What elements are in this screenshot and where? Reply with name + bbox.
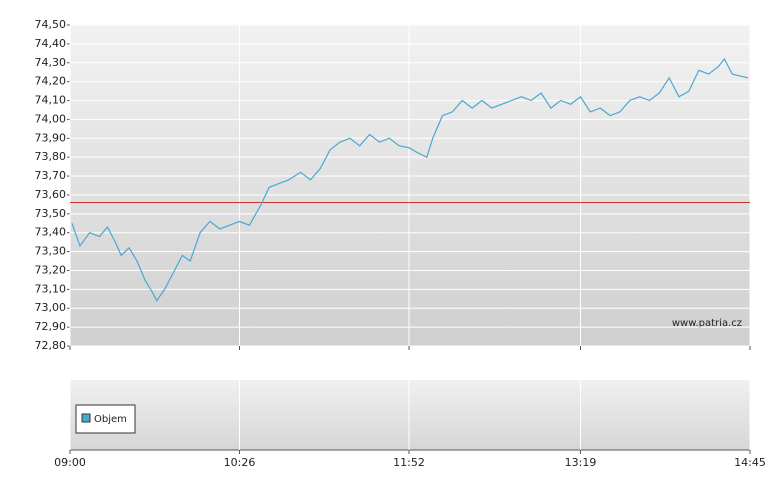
- y-tick-label: 72,90: [35, 320, 67, 333]
- legend-swatch: [81, 413, 91, 423]
- y-tick-label: 73,60: [35, 188, 67, 201]
- volume-area: [70, 380, 750, 450]
- y-tick-label: 73,30: [35, 245, 67, 258]
- x-tick-label: 14:45: [734, 456, 766, 469]
- y-tick-label: 74,20: [35, 75, 67, 88]
- legend-label: Objem: [94, 414, 127, 425]
- plot-area: [70, 25, 750, 346]
- y-tick-label: 74,50: [35, 18, 67, 31]
- y-tick-label: 73,50: [35, 207, 67, 220]
- x-tick-label: 10:26: [224, 456, 256, 469]
- y-tick-label: 73,90: [35, 131, 67, 144]
- y-tick-label: 73,70: [35, 169, 67, 182]
- y-tick-label: 73,80: [35, 150, 67, 163]
- x-tick-label: 09:00: [54, 456, 86, 469]
- y-tick-label: 73,40: [35, 226, 67, 239]
- x-tick-label: 13:19: [565, 456, 597, 469]
- y-tick-label: 73,20: [35, 263, 67, 276]
- x-tick-label: 11:52: [393, 456, 425, 469]
- watermark: www.patria.cz: [672, 318, 742, 329]
- y-tick-label: 74,30: [35, 56, 67, 69]
- y-tick-label: 73,00: [35, 301, 67, 314]
- y-tick-label: 72,80: [35, 339, 67, 352]
- y-tick-label: 74,10: [35, 94, 67, 107]
- price-line: [71, 57, 749, 302]
- y-tick-label: 74,40: [35, 37, 67, 50]
- y-tick-label: 73,10: [35, 282, 67, 295]
- y-tick-label: 74,00: [35, 112, 67, 125]
